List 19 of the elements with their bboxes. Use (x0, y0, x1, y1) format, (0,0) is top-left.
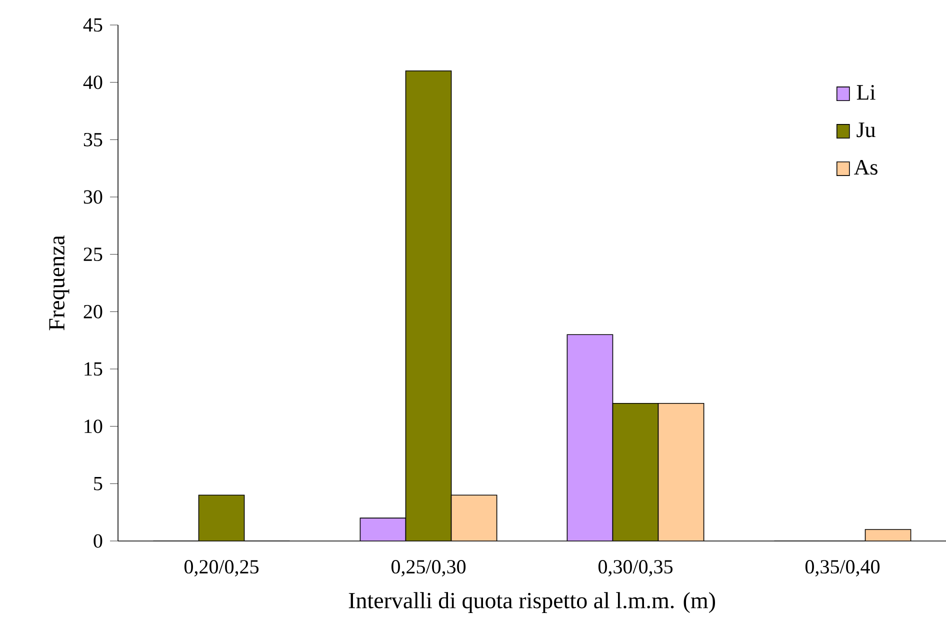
legend-label: As (854, 160, 878, 175)
y-tick-label: 30 (84, 190, 102, 204)
y-tick-label: 5 (94, 476, 102, 490)
y-axis-title: Frequenza (49, 235, 70, 330)
y-tick-label: 35 (84, 132, 102, 146)
y-tick-label: 25 (84, 248, 102, 262)
y-tick-label: 45 (83, 18, 102, 32)
x-tick-label: 0,20/0,25 (184, 560, 259, 576)
y-tick-label: 20 (84, 304, 102, 318)
x-axis-title: Intervalli di quota rispetto al l.m.m. (m) (348, 592, 716, 614)
y-tick-label: 15 (84, 362, 102, 376)
x-tick-label: 0,30/0,35 (598, 560, 673, 576)
legend-label: Ju (856, 122, 876, 138)
x-tick-label: 0,35/0,40 (805, 560, 880, 576)
legend-label: Li (856, 85, 876, 100)
x-tick-label: 0,25/0,30 (391, 560, 466, 576)
y-tick-label: 0 (94, 534, 102, 548)
y-tick-label: 40 (83, 76, 102, 90)
y-tick-label: 10 (84, 420, 102, 434)
